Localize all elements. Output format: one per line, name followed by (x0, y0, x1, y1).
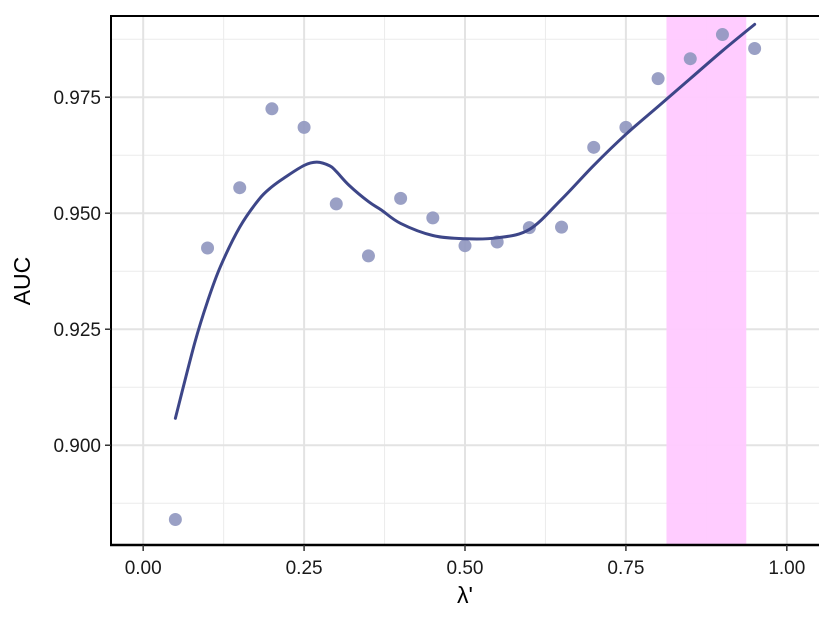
y-tick-label: 0.900 (53, 436, 101, 457)
data-point (394, 191, 408, 205)
data-point (329, 197, 343, 211)
data-point (458, 239, 472, 253)
highlight-band-layer (666, 16, 747, 545)
data-point (555, 220, 569, 234)
y-tick-label: 0.925 (53, 320, 101, 341)
smooth-line-layer (173, 22, 757, 420)
data-point (201, 241, 215, 255)
data-point (587, 140, 601, 154)
x-tick-label: 0.00 (125, 558, 162, 579)
highlight-band (666, 16, 747, 545)
data-point (233, 181, 247, 195)
y-tick-label: 0.950 (53, 204, 101, 225)
data-point (683, 52, 697, 66)
data-point (748, 41, 762, 55)
major-gridlines (111, 16, 819, 545)
data-point (361, 249, 375, 263)
x-tick-label: 0.50 (447, 558, 484, 579)
x-axis-title: λ' (457, 582, 473, 608)
data-point (715, 28, 729, 42)
y-axis-ticks: 0.900 0.925 0.950 0.975 (53, 88, 111, 457)
data-point (651, 72, 665, 86)
smooth-fit-line (173, 22, 757, 420)
data-point (297, 120, 311, 134)
x-tick-label: 1.00 (768, 558, 805, 579)
y-axis-title: AUC (9, 257, 35, 306)
data-point (168, 512, 182, 526)
data-point (265, 102, 279, 116)
data-points-layer (168, 28, 762, 526)
data-point (426, 211, 440, 225)
y-tick-label: 0.975 (53, 88, 101, 109)
x-tick-label: 0.25 (286, 558, 323, 579)
x-tick-label: 0.75 (607, 558, 644, 579)
x-axis-ticks: 0.00 0.25 0.50 0.75 1.00 (125, 545, 805, 579)
